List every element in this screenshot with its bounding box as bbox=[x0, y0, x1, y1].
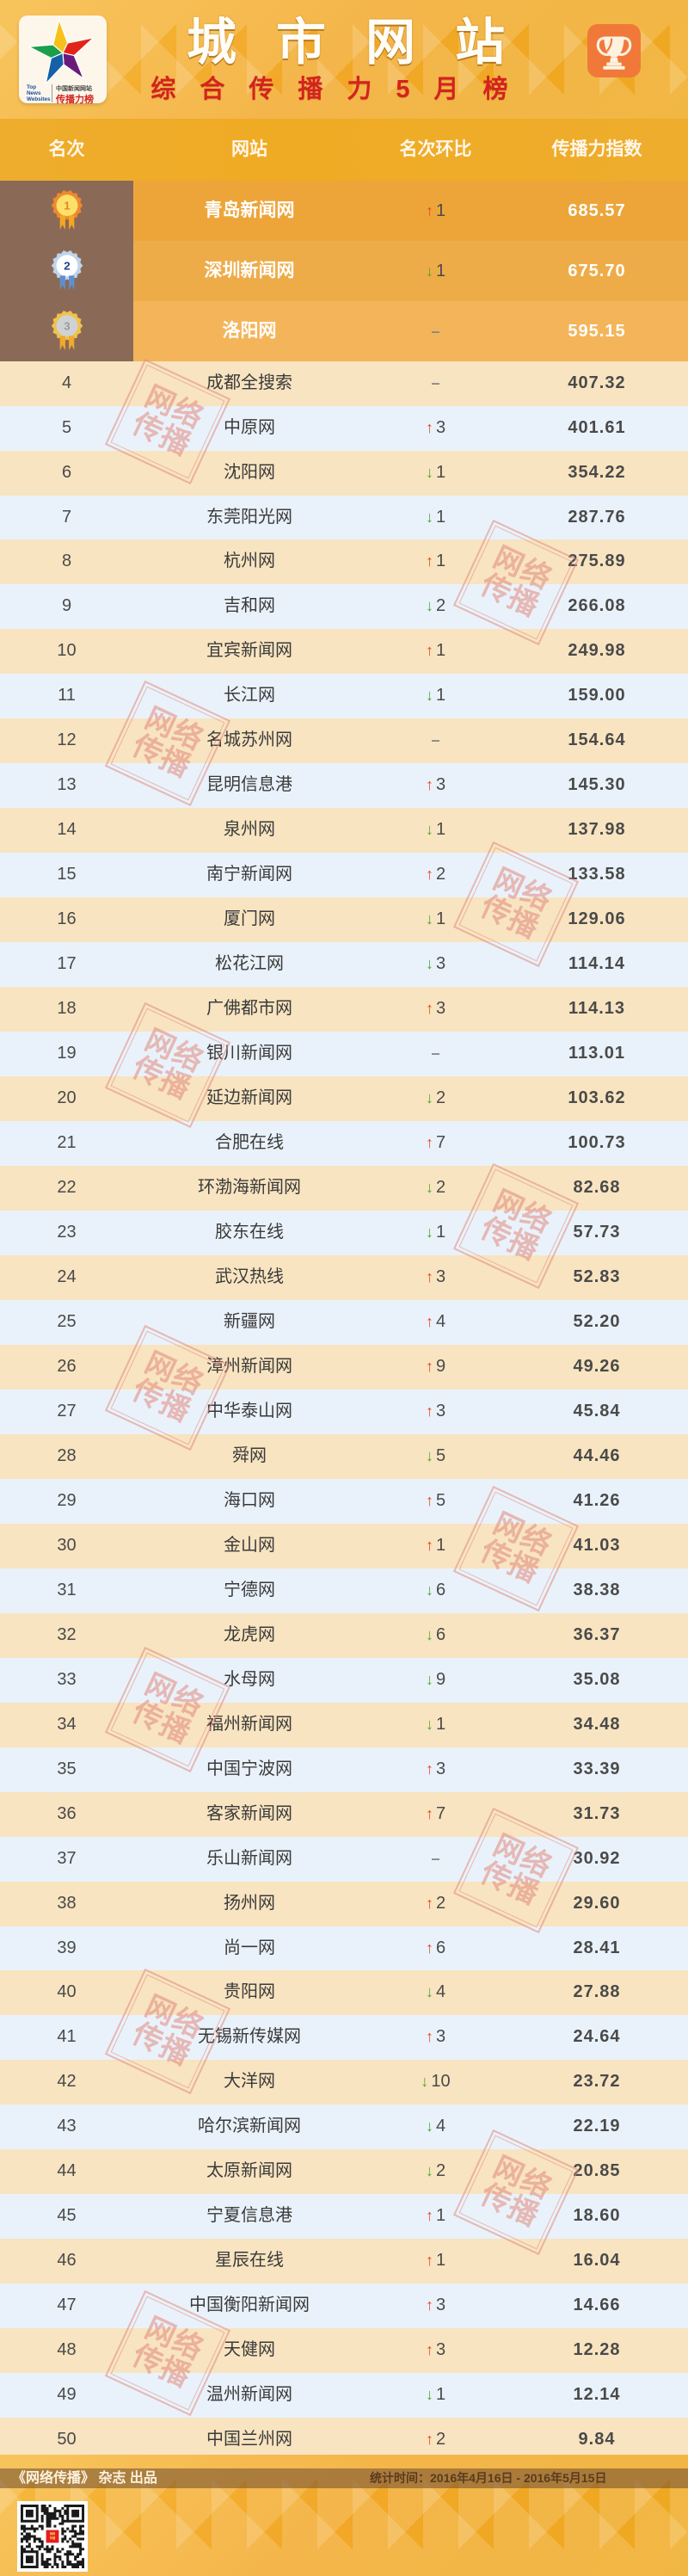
svg-text:网络: 网络 bbox=[50, 2531, 56, 2536]
svg-text:3: 3 bbox=[64, 320, 70, 333]
svg-text:1: 1 bbox=[64, 200, 71, 213]
svg-text:传播: 传播 bbox=[49, 2536, 56, 2540]
svg-text:2: 2 bbox=[64, 260, 70, 273]
